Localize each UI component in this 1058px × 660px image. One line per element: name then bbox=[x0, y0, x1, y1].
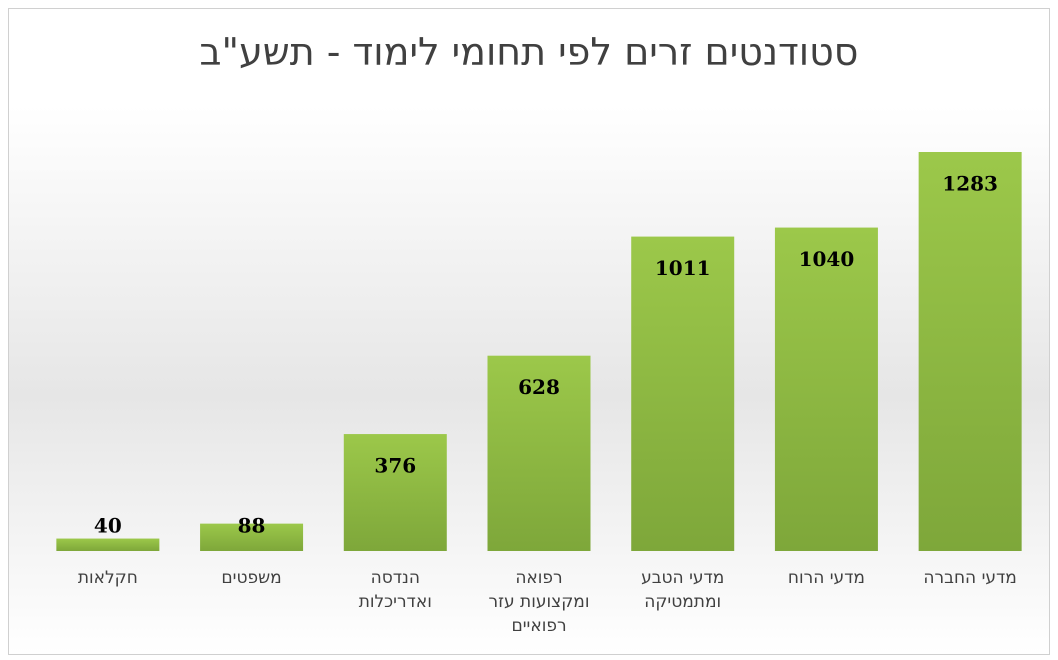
value-label: 1011 bbox=[655, 256, 711, 280]
x-tick-label: מדעי הרוח bbox=[787, 568, 865, 588]
bar bbox=[343, 434, 447, 551]
x-tick-label: רפואה ומקצועות עזר רפואיים bbox=[488, 568, 590, 636]
bar bbox=[774, 227, 878, 551]
value-label: 1283 bbox=[942, 172, 998, 196]
bar bbox=[200, 523, 304, 551]
x-tick-label: חקלאות bbox=[77, 568, 138, 588]
x-tick-label: מדעי הטבע ומתמטיקה bbox=[641, 568, 725, 612]
value-label: 40 bbox=[94, 514, 122, 538]
x-tick-label: משפטים bbox=[221, 568, 282, 588]
bar bbox=[56, 538, 160, 551]
value-label: 88 bbox=[238, 514, 266, 538]
x-tick-label: הנדסה ואדריכלות bbox=[358, 568, 432, 612]
chart-title: סטודנטים זרים לפי תחומי לימוד - תשע"ב bbox=[199, 30, 859, 74]
x-tick-label: מדעי החברה bbox=[923, 568, 1017, 588]
bar bbox=[631, 236, 735, 552]
bar bbox=[918, 152, 1022, 551]
value-label: 628 bbox=[518, 375, 560, 399]
bar bbox=[487, 355, 591, 551]
value-label: 1040 bbox=[799, 247, 855, 271]
value-label: 376 bbox=[374, 454, 416, 478]
